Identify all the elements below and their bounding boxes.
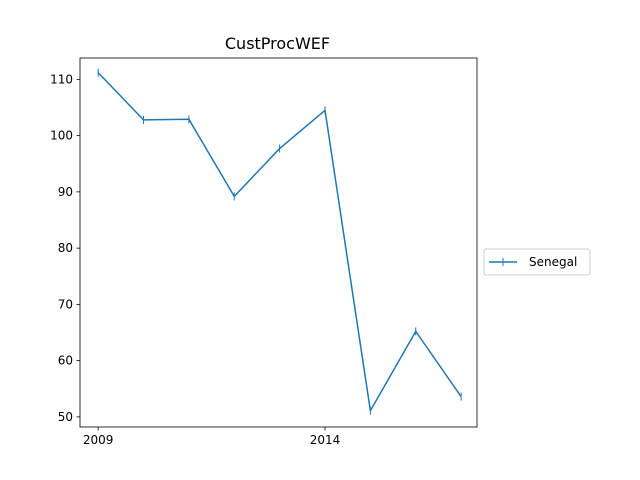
legend-box	[483, 248, 591, 276]
legend: Senegal	[483, 248, 591, 276]
chart-title: CustProcWEF	[225, 34, 330, 53]
y-tick-label-5: 100	[50, 129, 73, 143]
y-tick-label-6: 110	[50, 72, 73, 86]
y-tick-label-4: 90	[58, 185, 73, 199]
plot-area: 50 60 70 80 90 100 110 2009 2014	[50, 57, 478, 447]
series-line-senegal	[97, 72, 462, 412]
y-tick-label-0: 50	[58, 410, 73, 424]
y-tick-label-3: 80	[58, 241, 73, 255]
axes-frame	[79, 57, 478, 428]
y-tick-label-1: 60	[58, 354, 73, 368]
x-tick-label-1: 2014	[310, 433, 341, 447]
x-tick-label-0: 2009	[83, 433, 114, 447]
legend-label: Senegal	[529, 255, 577, 269]
y-tick-label-2: 70	[58, 297, 73, 311]
